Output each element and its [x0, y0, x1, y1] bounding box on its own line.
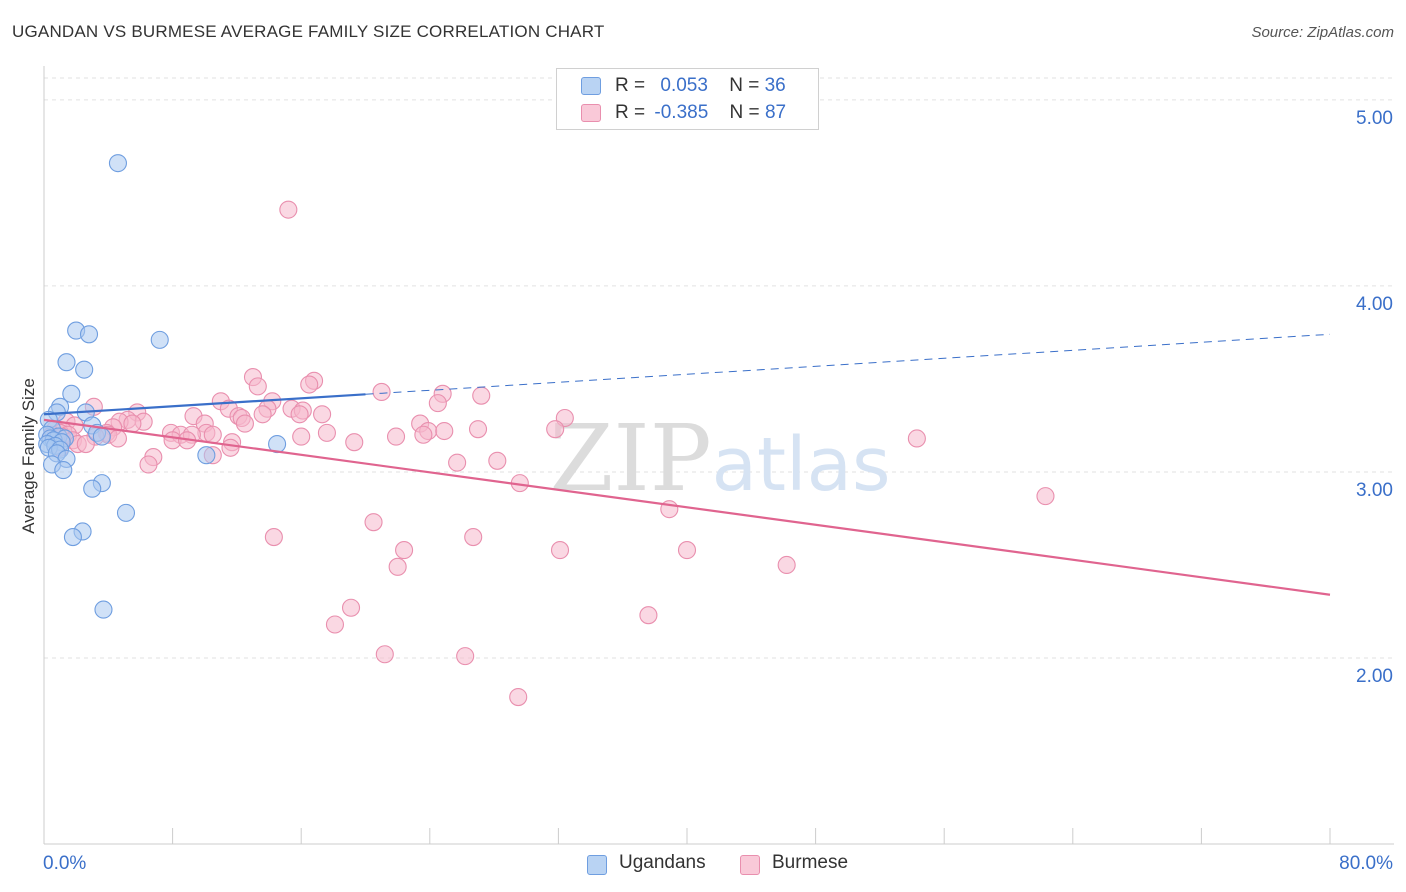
burmese-point [386, 427, 406, 446]
burmese-point [472, 386, 491, 405]
burmese-point [300, 375, 319, 394]
ugandans-point [108, 154, 127, 173]
burmese-point [372, 382, 391, 402]
burmese-point [414, 425, 433, 444]
burmese-point [248, 377, 267, 396]
burmese-point [907, 429, 926, 448]
burmese-point [777, 555, 796, 575]
legend-n-value: 87 [764, 102, 787, 123]
burmese-point [488, 451, 507, 470]
burmese-point [76, 434, 95, 454]
watermark: ZIPatlas [550, 405, 891, 512]
burmese-point [203, 425, 222, 444]
burmese-point [468, 420, 488, 439]
ugandans-trendline [43, 393, 366, 416]
x-tick-label-min: 0.0% [43, 853, 86, 874]
burmese-point [123, 414, 142, 433]
burmese-point [139, 455, 158, 474]
legend-text-burmese: R = -0.385 N = 87 [615, 102, 786, 124]
ugandans-trendline-extension [365, 333, 1331, 395]
burmese-point [253, 405, 272, 424]
source-label: Source: ZipAtlas.com [1251, 24, 1394, 41]
bottom-label-burmese: Burmese [772, 852, 849, 873]
legend-n-value: 36 [764, 75, 786, 96]
burmese-point [345, 433, 364, 452]
y-tick-label: 4.00 [1356, 294, 1393, 315]
burmese-point [639, 606, 658, 625]
ugandans-point [83, 479, 102, 498]
burmese-point [677, 541, 697, 560]
chart-title: UGANDAN VS BURMESE AVERAGE FAMILY SIZE C… [12, 22, 605, 41]
ugandans-point [63, 528, 82, 547]
ugandans-point [62, 384, 81, 403]
y-tick-label: 3.00 [1356, 480, 1393, 501]
legend-text-ugandans: R = 0.053 N = 36 [615, 75, 786, 97]
ugandans-point [92, 427, 111, 446]
ugandans-point [150, 330, 169, 349]
burmese-point [317, 423, 336, 442]
burmese-point [550, 541, 570, 560]
legend-n-label: N = [729, 75, 760, 96]
x-tick-label-max: 80.0% [1339, 853, 1393, 874]
burmese-point [341, 598, 361, 617]
grid-layer [44, 77, 1394, 659]
legend-swatch-ugandans [581, 77, 601, 95]
burmese-point [292, 427, 311, 446]
y-axis-label: Average Family Size [19, 378, 38, 534]
watermark-zip: ZIP [550, 405, 712, 512]
burmese-point [395, 541, 414, 560]
burmese-point [546, 420, 565, 439]
legend-swatch-burmese [581, 104, 601, 122]
ugandans-point [94, 600, 113, 619]
ugandans-point [116, 503, 136, 522]
legend-n-label: N = [729, 102, 760, 123]
legend-r-label: R = [615, 75, 646, 96]
burmese-point [456, 647, 475, 666]
burmese-point [264, 528, 283, 547]
burmese-point [375, 645, 394, 664]
burmese-point [108, 429, 127, 448]
burmese-point [235, 414, 254, 433]
burmese-point [325, 615, 345, 634]
y-tick-label: 2.00 [1356, 666, 1393, 687]
watermark-atlas: atlas [712, 422, 891, 508]
burmese-point [509, 687, 528, 707]
burmese-trendline [43, 418, 1331, 596]
ugandans-point [54, 461, 73, 480]
legend-r-label: R = [615, 102, 646, 123]
ugandans-point [79, 325, 99, 344]
ugandans-point [75, 360, 94, 379]
points-layer [38, 154, 1055, 707]
trend-layer [43, 333, 1331, 596]
burmese-point [221, 438, 240, 457]
bottom-swatch-ugandans [587, 855, 607, 875]
burmese-point [313, 405, 332, 424]
ugandans-point [197, 446, 216, 465]
bottom-label-ugandans: Ugandans [619, 852, 706, 873]
burmese-point [448, 453, 467, 472]
burmese-point [290, 405, 309, 424]
burmese-point [435, 421, 454, 441]
bottom-swatch-burmese [740, 855, 760, 875]
burmese-point [364, 513, 383, 532]
burmese-point [1036, 487, 1055, 506]
burmese-point [388, 557, 407, 576]
legend-r-value: -0.385 [654, 102, 709, 123]
ugandans-point [57, 353, 76, 372]
burmese-point [428, 394, 447, 413]
stats-legend: R = 0.053 N = 36 R = -0.385 N = 87 [556, 68, 819, 130]
burmese-point [464, 528, 483, 547]
legend-r-value: 0.053 [660, 75, 708, 96]
burmese-point [279, 200, 298, 219]
y-tick-label: 5.00 [1356, 108, 1393, 129]
